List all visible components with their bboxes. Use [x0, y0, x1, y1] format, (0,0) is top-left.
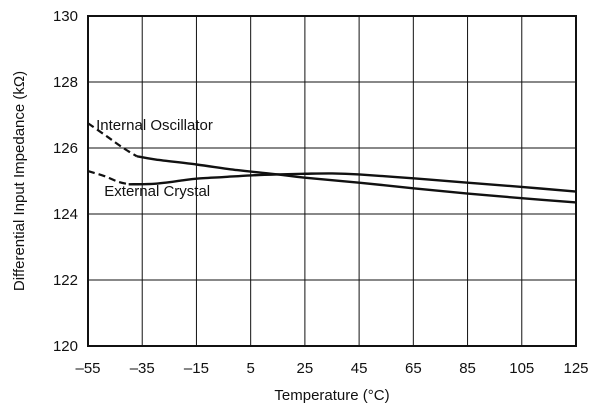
- annotation-external-crystal: External Crystal: [104, 183, 210, 200]
- x-tick-label: 5: [246, 360, 254, 377]
- series-internal-oscillator-dashed: [87, 122, 138, 158]
- y-tick-label: 130: [53, 8, 78, 25]
- y-tick-label: 122: [53, 272, 78, 289]
- annotations: Internal Oscillator External Crystal: [96, 117, 213, 200]
- x-tick-label: 45: [351, 360, 368, 377]
- annotation-internal-oscillator: Internal Oscillator: [96, 117, 213, 134]
- x-tick-label: –15: [184, 360, 209, 377]
- x-tick-label: –55: [75, 360, 100, 377]
- y-tick-label: 120: [53, 338, 78, 355]
- x-tick-label: 25: [297, 360, 314, 377]
- x-tick-label: 85: [459, 360, 476, 377]
- x-tick-label: 125: [563, 360, 588, 377]
- series-internal-oscillator: [136, 155, 577, 204]
- series-external-crystal-dashed: [87, 170, 129, 186]
- y-tick-label: 124: [53, 206, 78, 223]
- plot-frame: [87, 15, 577, 347]
- x-tick-label: 65: [405, 360, 422, 377]
- series-external-crystal: [128, 172, 577, 193]
- tick-labels: –55 –35 –15 5 25 45 65 85 105 125 120 122 124 126 128 1…: [53, 8, 589, 377]
- x-tick-label: 105: [509, 360, 534, 377]
- x-axis-title: Temperature (°C): [274, 387, 389, 404]
- y-tick-label: 126: [53, 140, 78, 157]
- grid: [88, 16, 576, 346]
- x-tick-label: –35: [130, 360, 155, 377]
- series-lines: [87, 122, 577, 204]
- y-axis-title: Differential Input Impedance (kΩ): [11, 71, 28, 291]
- y-tick-label: 128: [53, 74, 78, 91]
